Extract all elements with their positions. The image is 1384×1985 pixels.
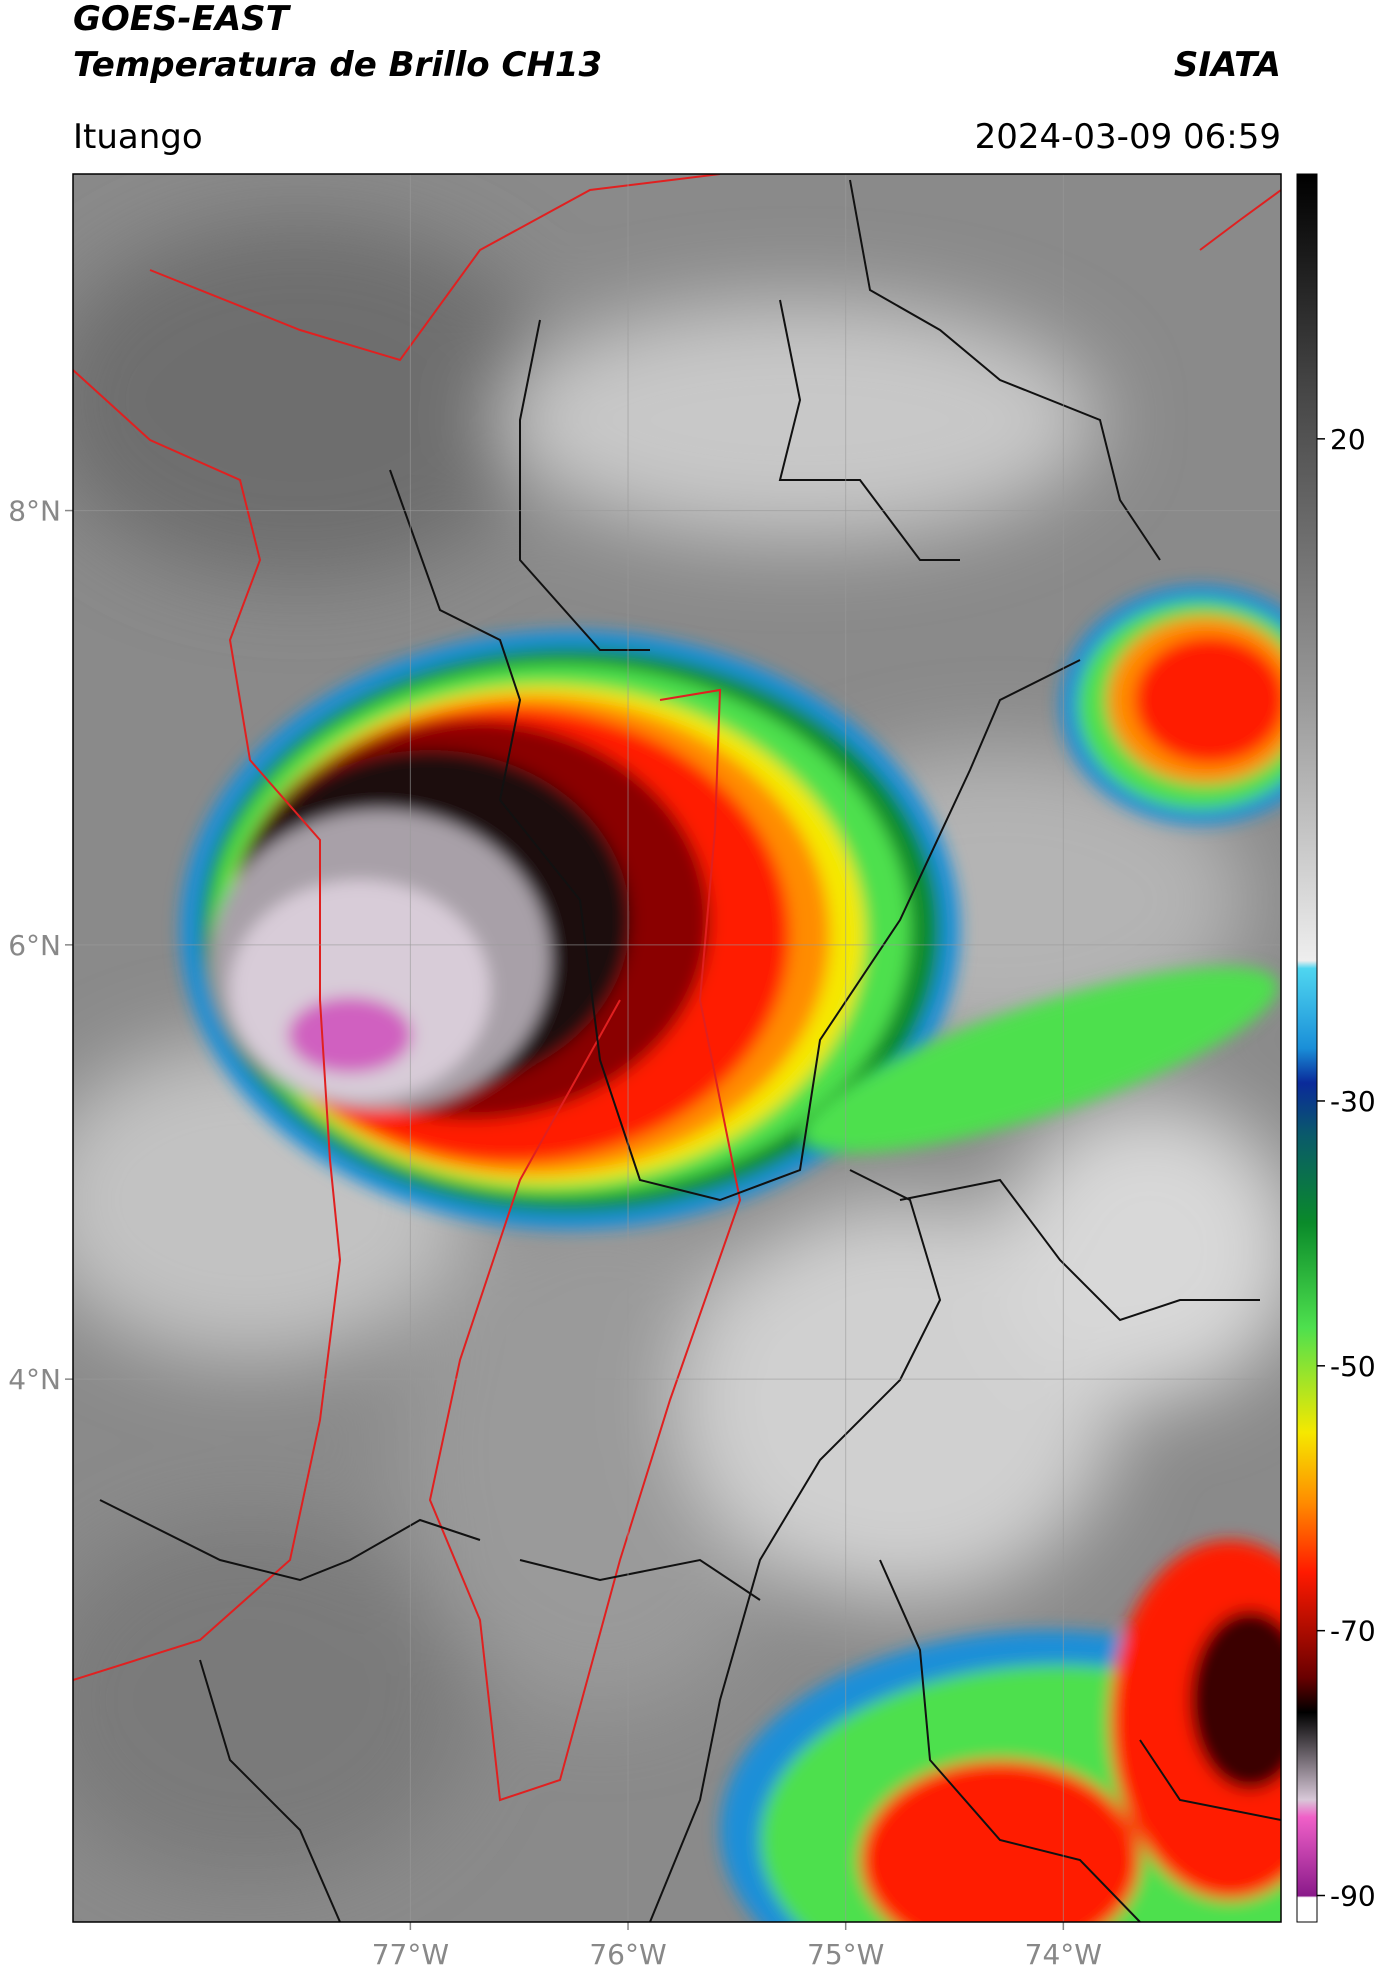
colorbar-tick-label: -50 (1330, 1350, 1376, 1383)
colorbar-ticks: 20 -30 -50 -70 -90 (1317, 423, 1376, 1913)
x-tick-label: 76°W (589, 1938, 666, 1971)
x-tick-label: 77°W (372, 1938, 449, 1971)
y-tick-label: 4°N (8, 1363, 61, 1396)
colorbar-tick-label: -30 (1330, 1085, 1376, 1118)
x-tick-label: 74°W (1025, 1938, 1102, 1971)
y-tick-label: 8°N (8, 495, 61, 528)
graticule: 77°W 76°W 75°W 74°W 8°N 6°N 4°N (8, 174, 1281, 1971)
colorbar-tick-label: 20 (1330, 423, 1366, 456)
map-frame (72, 173, 1282, 1923)
satellite-image (73, 174, 1281, 1922)
location: Ituango (73, 117, 203, 157)
x-tick-label: 75°W (807, 1938, 884, 1971)
title: GOES-EAST (73, 0, 292, 39)
colorbar (1296, 173, 1318, 1923)
colorbar-tick-label: -70 (1330, 1615, 1376, 1648)
colorbar-tick-label: -90 (1330, 1880, 1376, 1913)
y-tick-label: 6°N (8, 929, 61, 962)
subtitle: Temperatura de Brillo CH13 (73, 45, 602, 85)
credit: SIATA (1174, 45, 1281, 85)
datetime: 2024-03-09 06:59 (975, 117, 1281, 157)
